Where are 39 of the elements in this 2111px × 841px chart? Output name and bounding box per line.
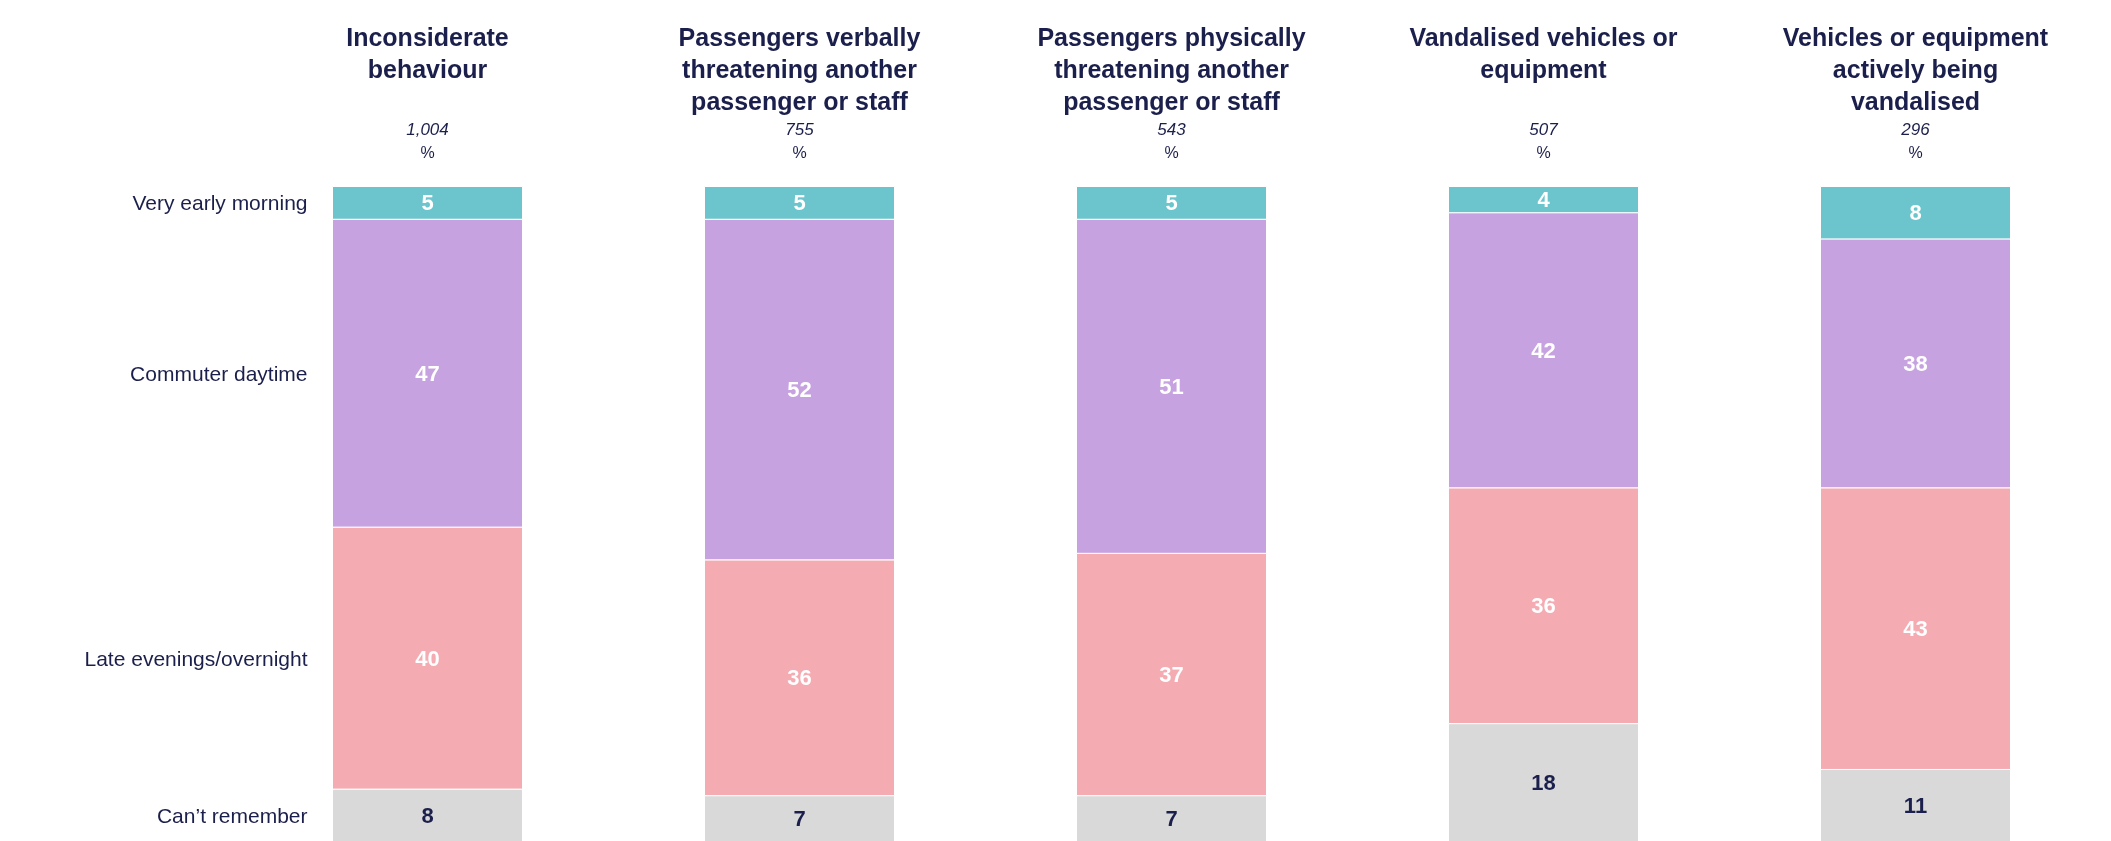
data-label: 5 — [793, 190, 806, 216]
chart-subtitle: 507 — [1529, 119, 1559, 139]
data-label: 43 — [1903, 616, 1928, 642]
data-label: 47 — [415, 360, 440, 386]
chart-title: Passengers verbally threatening another passenger or staff — [678, 22, 921, 115]
text: % — [1164, 144, 1179, 161]
data-label: 51 — [1159, 373, 1184, 399]
series-label: Late evenings/overnight — [84, 646, 308, 670]
text: % — [420, 144, 435, 161]
series-label: Can’t remember — [156, 803, 308, 827]
data-label: 36 — [1531, 593, 1556, 619]
data-label: 8 — [1909, 200, 1922, 226]
text: % — [1536, 144, 1551, 161]
data-label: 5 — [421, 190, 434, 216]
data-label: 5 — [1165, 190, 1178, 216]
chart-subtitle: 296 — [1900, 119, 1931, 139]
data-label: 4 — [1537, 187, 1551, 213]
data-label: 36 — [787, 665, 812, 691]
chart-subtitle: 755 — [785, 119, 815, 139]
chart-title: Passengers physically threatening another passenger or staff — [1037, 22, 1306, 115]
chart-subtitle: 543 — [1157, 119, 1187, 139]
chart-subtitle: 1,004 — [406, 119, 449, 139]
chart-title: Vehicles or equipment actively being vandalised — [1782, 22, 2049, 115]
chart-title: Inconsiderate behaviour — [346, 22, 509, 83]
data-label: 7 — [1165, 806, 1178, 832]
text: % — [792, 144, 807, 161]
series-label: Very early morning — [132, 191, 308, 215]
data-label: 40 — [415, 645, 440, 671]
series-label: Commuter daytime — [130, 361, 308, 385]
data-label: 52 — [787, 377, 812, 403]
data-label: 37 — [1159, 661, 1184, 687]
data-label: 7 — [793, 806, 806, 832]
data-label: 8 — [421, 802, 434, 828]
data-label: 18 — [1531, 770, 1556, 796]
text: % — [1908, 144, 1923, 161]
data-label: 11 — [1903, 792, 1928, 818]
data-label: 38 — [1903, 350, 1928, 376]
data-label: 42 — [1531, 337, 1556, 363]
chart-title: Vandalised vehicles or equipment — [1409, 22, 1678, 83]
